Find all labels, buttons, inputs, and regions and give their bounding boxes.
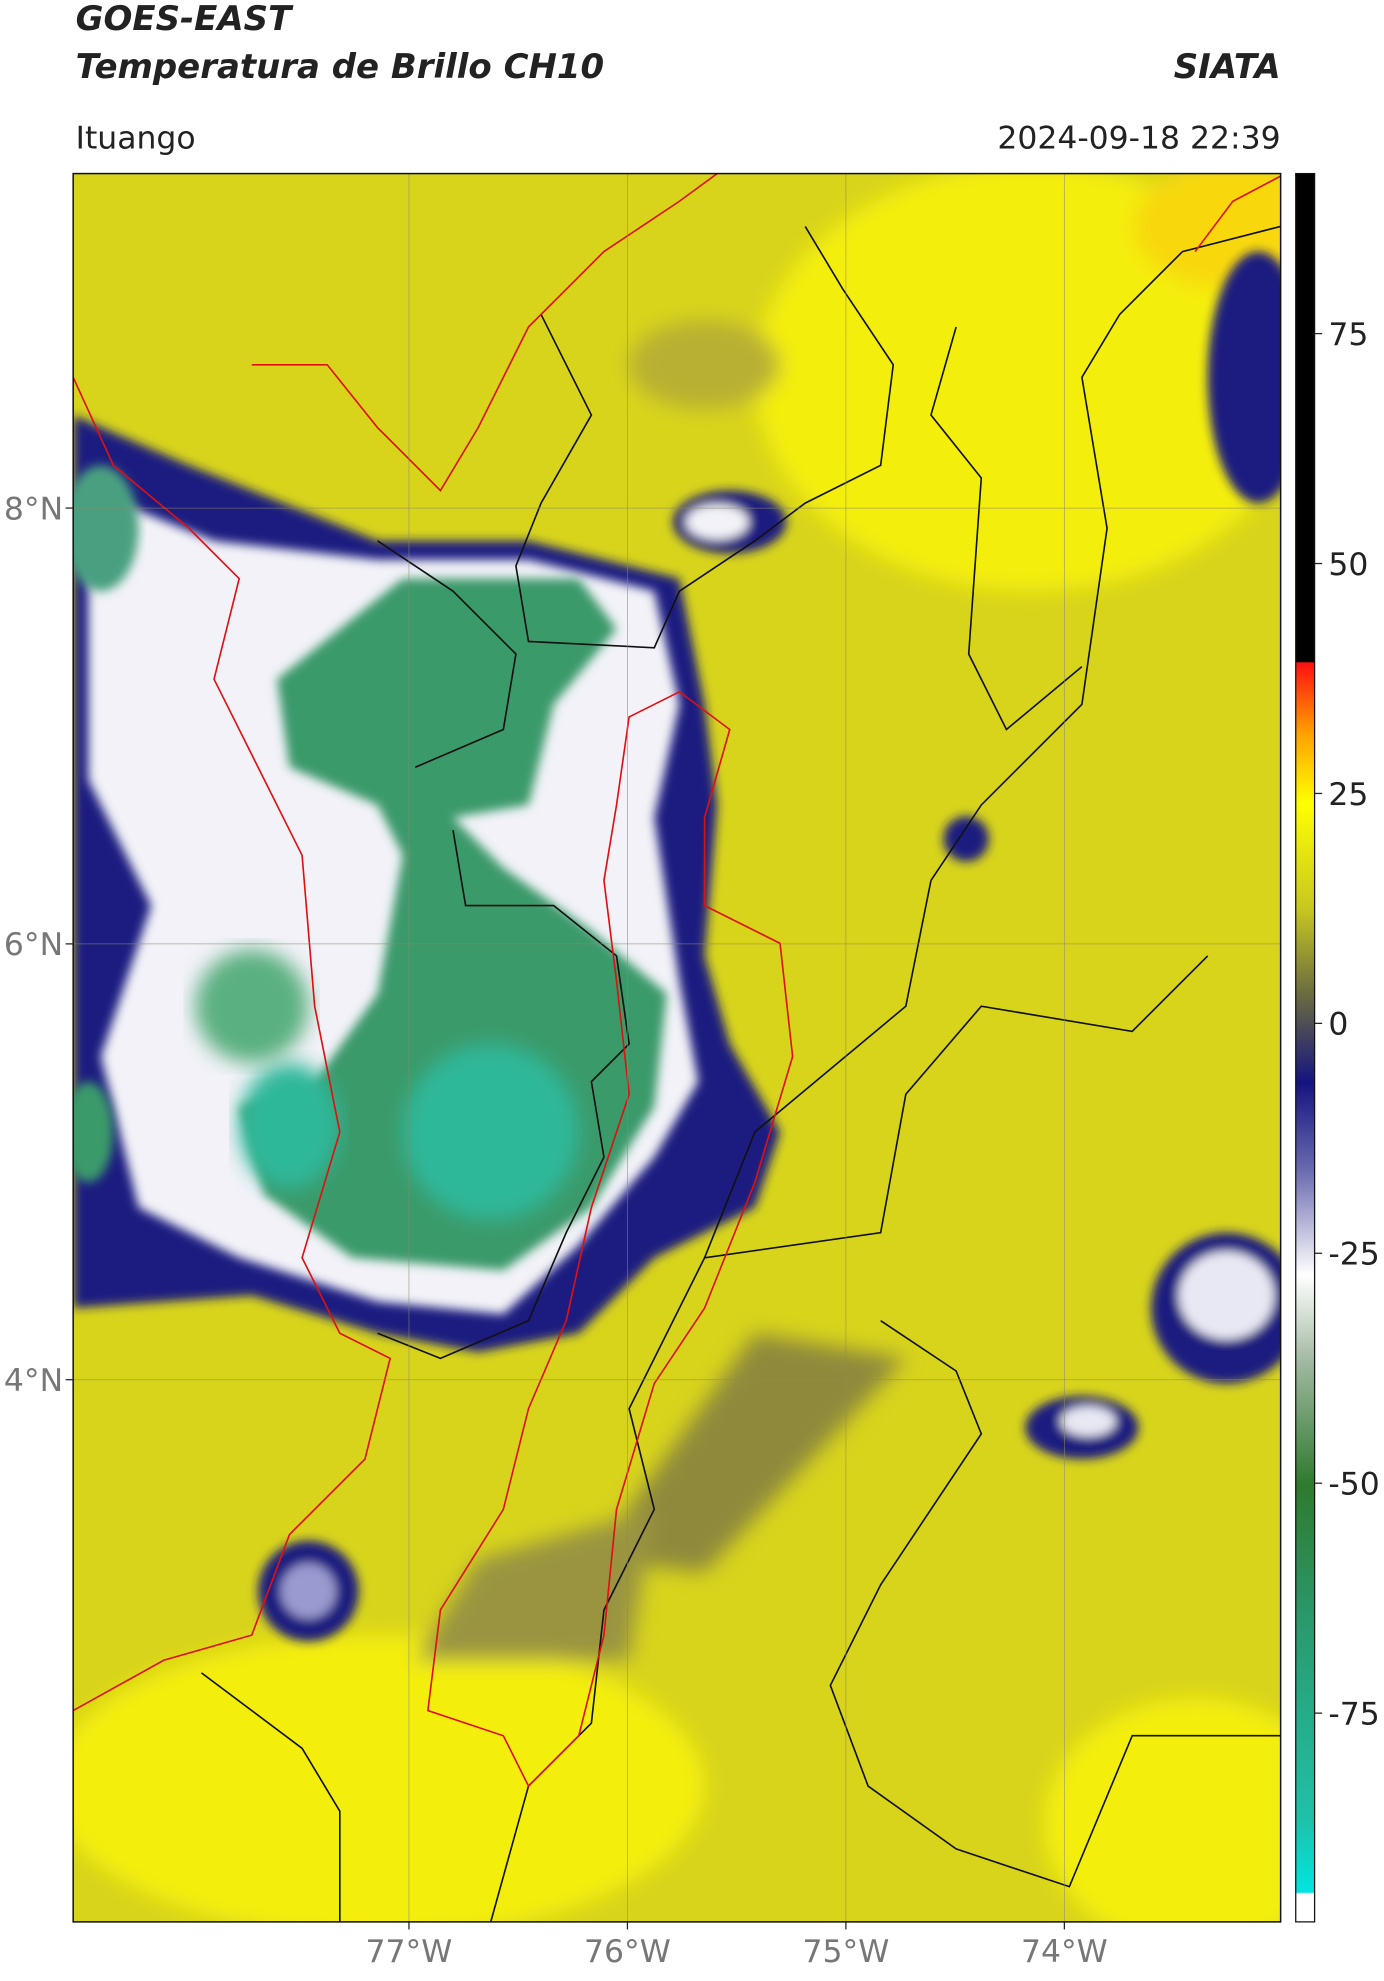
colorbar-tick-label: -25	[1328, 1237, 1379, 1273]
map-frame	[72, 172, 1282, 1923]
colorbar-tick-label: 25	[1328, 777, 1368, 813]
colorbar-tick-label: -50	[1328, 1467, 1379, 1503]
colorbar-tick-label: 0	[1328, 1007, 1348, 1043]
x-tick-label: 77°W	[366, 1934, 453, 1970]
satellite-image	[73, 173, 1281, 1922]
x-tick-label: 74°W	[1021, 1934, 1108, 1970]
datetime: 2024-09-18 22:39	[997, 120, 1280, 156]
colorbar-tick-label: 75	[1328, 317, 1368, 353]
colorbar-tick-label: -75	[1328, 1696, 1379, 1732]
location: Ituango	[76, 120, 196, 156]
brand: SIATA	[1174, 47, 1281, 87]
colorbar	[1295, 172, 1316, 1923]
x-tick-label: 76°W	[584, 1934, 671, 1970]
y-tick-label: 6°N	[4, 927, 63, 963]
title: GOES-EAST	[76, 0, 294, 39]
subtitle: Temperatura de Brillo CH10	[76, 47, 604, 87]
colorbar-tick-label: 50	[1328, 547, 1368, 583]
x-tick-label: 75°W	[802, 1934, 889, 1970]
y-tick-label: 8°N	[4, 491, 63, 527]
y-tick-label: 4°N	[4, 1363, 63, 1399]
